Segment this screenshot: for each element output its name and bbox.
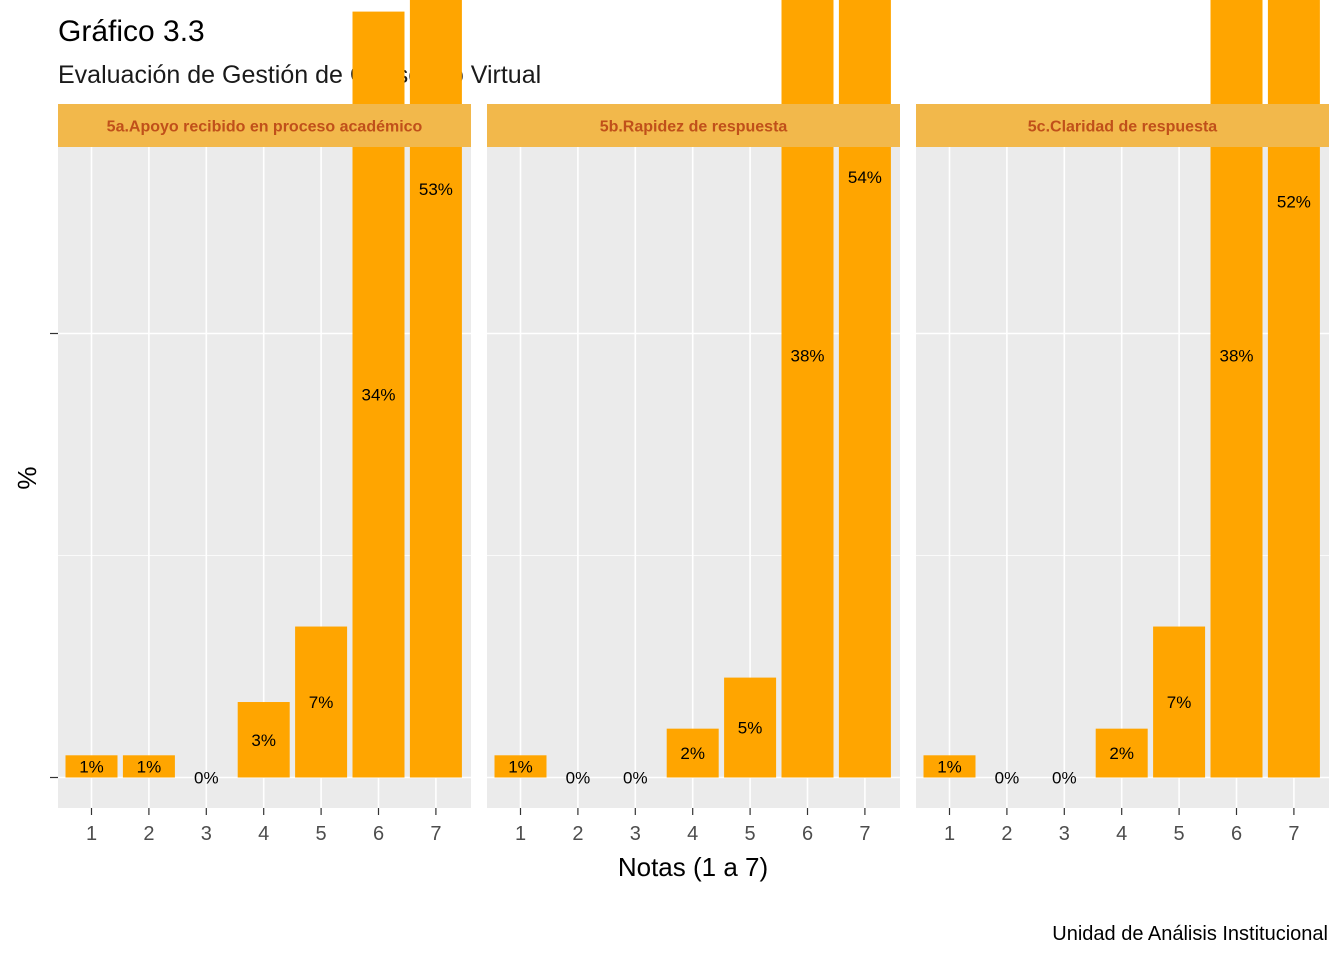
facet-strip-label: 5c.Claridad de respuesta	[1028, 119, 1218, 136]
facet-strip-label: 5b.Rapidez de respuesta	[600, 119, 788, 136]
bar-data-label: 34%	[361, 386, 395, 405]
bar	[295, 626, 348, 778]
x-tick-label: 4	[258, 823, 269, 845]
x-tick-label: 3	[1059, 823, 1070, 845]
bar-data-label: 1%	[137, 757, 162, 776]
bar	[724, 677, 777, 778]
bar	[65, 755, 118, 778]
bar-data-label: 0%	[566, 769, 591, 788]
bar	[494, 755, 547, 778]
x-tick-label: 2	[143, 823, 154, 845]
x-axis-title: Notas (1 a 7)	[618, 852, 768, 882]
facet-strip-label: 5a.Apoyo recibido en proceso académico	[107, 119, 423, 136]
facet-panel-1: 1 2 3 4 5 6 7 1% 1% 0% 3% 7% 34% 53% 5a.Apoyo recibido…	[58, 0, 471, 845]
bar-data-label: 0%	[623, 769, 648, 788]
facet-strip	[487, 104, 900, 147]
x-tick-label: 5	[745, 823, 756, 845]
bar-data-label: 2%	[680, 744, 705, 763]
bar-data-label: 1%	[937, 757, 962, 776]
x-tick-label: 7	[430, 823, 441, 845]
facet-panel-3: 1 2 3 4 5 6 7 1% 0% 0% 2% 7% 38% 52% 5c.Claridad de re…	[916, 0, 1329, 845]
x-tick-label: 5	[1174, 823, 1185, 845]
x-tick-label: 3	[630, 823, 641, 845]
bar	[1153, 626, 1206, 778]
panels: 1 2 3 4 5 6 7 1% 1% 0% 3% 7% 34% 53% 5a.Apoyo recibido…	[50, 0, 1329, 845]
facet-panel-2: 1 2 3 4 5 6 7 1% 0% 0% 2% 5% 38% 54% 5b.Rapidez de res…	[487, 0, 900, 845]
bar	[1095, 728, 1148, 778]
chart-title: Gráfico 3.3	[58, 15, 205, 48]
bar	[237, 702, 290, 778]
bar-data-label: 0%	[194, 769, 219, 788]
x-tick-label: 1	[86, 823, 97, 845]
x-tick-label: 7	[859, 823, 870, 845]
bar-data-label: 54%	[848, 168, 882, 187]
x-tick-label: 7	[1288, 823, 1299, 845]
y-axis-title: %	[12, 466, 42, 489]
bar-data-label: 53%	[419, 180, 453, 199]
bar-data-label: 38%	[1219, 347, 1253, 366]
bar-data-label: 0%	[995, 769, 1020, 788]
bar-data-label: 38%	[790, 347, 824, 366]
chart-subtitle: Evaluación de Gestión de Consejero Virtu…	[58, 61, 541, 89]
x-tick-label: 4	[687, 823, 698, 845]
x-tick-label: 2	[572, 823, 583, 845]
x-tick-label: 5	[316, 823, 327, 845]
x-tick-label: 1	[515, 823, 526, 845]
panel-background	[916, 147, 1329, 808]
bar-data-label: 52%	[1277, 192, 1311, 211]
facet-strip	[58, 104, 471, 147]
facet-strip	[916, 104, 1329, 147]
x-tick-label: 3	[201, 823, 212, 845]
bar-data-label: 5%	[738, 719, 763, 738]
x-tick-label: 6	[802, 823, 813, 845]
x-tick-label: 6	[373, 823, 384, 845]
x-tick-label: 1	[944, 823, 955, 845]
bar	[122, 755, 175, 778]
bar-data-label: 7%	[309, 693, 334, 712]
bar	[666, 728, 719, 778]
bar-data-label: 0%	[1052, 769, 1077, 788]
x-tick-label: 6	[1231, 823, 1242, 845]
bar-data-label: 2%	[1109, 744, 1134, 763]
x-tick-label: 4	[1116, 823, 1127, 845]
bar	[923, 755, 976, 778]
bar-data-label: 7%	[1167, 693, 1192, 712]
bar-data-label: 3%	[251, 731, 276, 750]
chart-caption: Unidad de Análisis Institucional	[1052, 923, 1328, 945]
bar-data-label: 1%	[508, 757, 533, 776]
x-tick-label: 2	[1001, 823, 1012, 845]
bar-data-label: 1%	[79, 757, 104, 776]
